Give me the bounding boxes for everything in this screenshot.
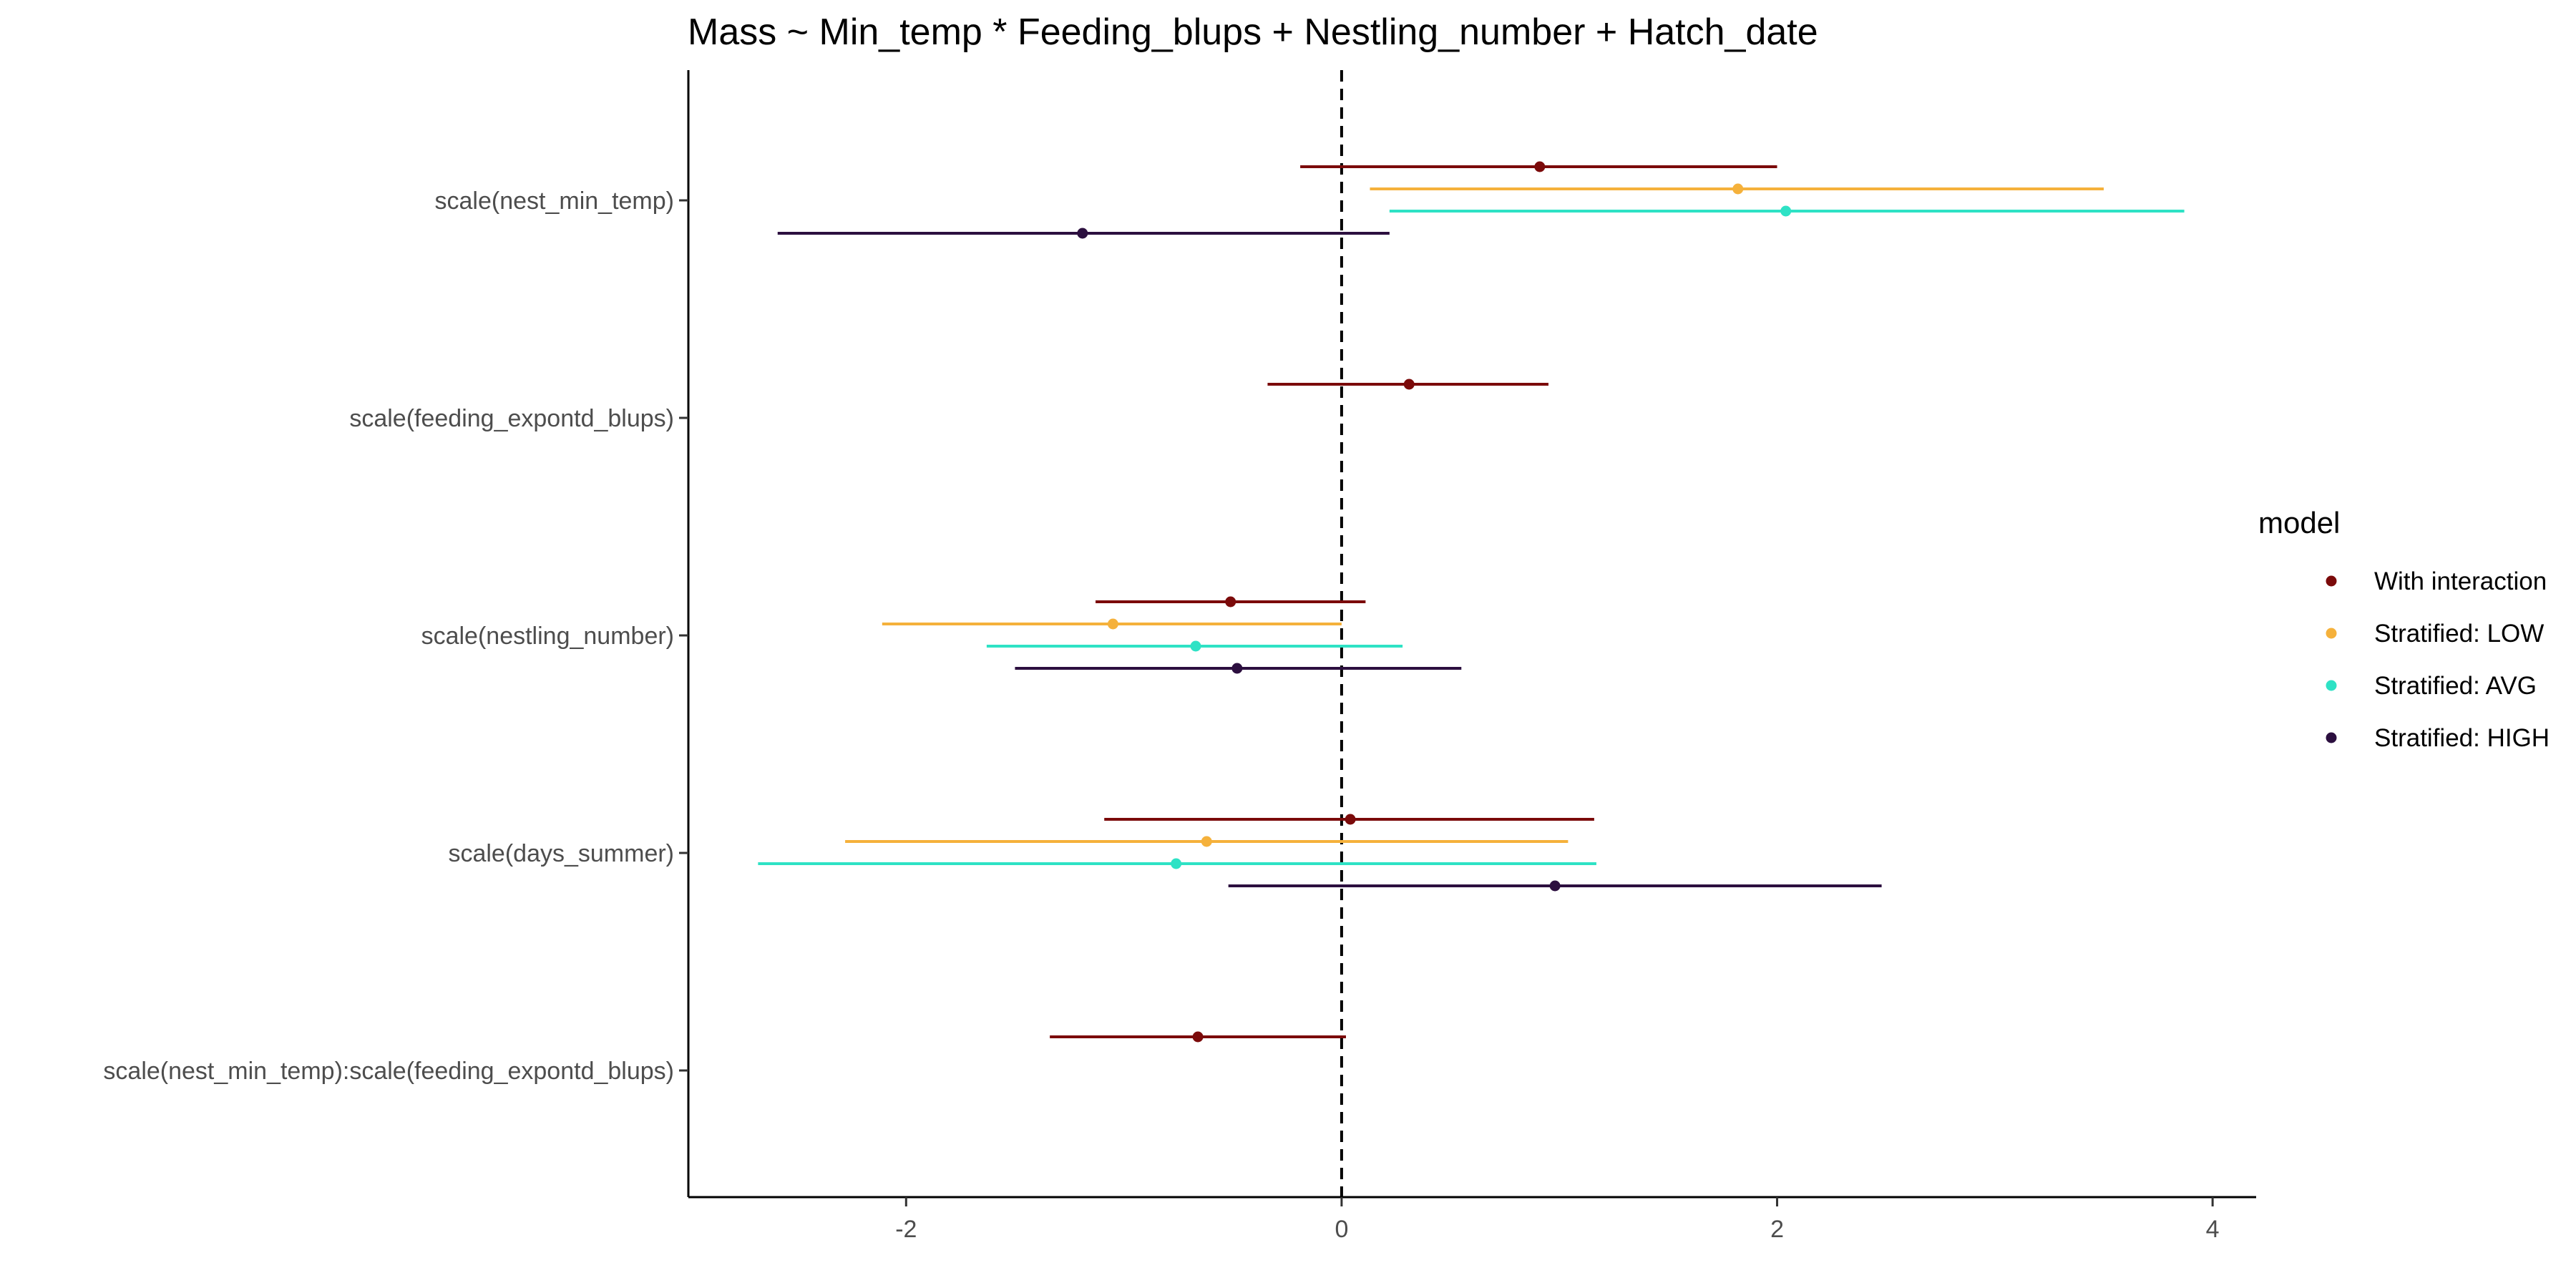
y-tick-label: scale(nest_min_temp) [435, 187, 674, 215]
legend-key [2326, 732, 2337, 743]
legend-title: model [2258, 506, 2340, 540]
legend: model With interaction Stratified: LOW Str… [2258, 506, 2550, 752]
legend-label: Stratified: HIGH [2374, 724, 2550, 752]
point-estimate [1192, 1031, 1204, 1043]
point-estimate [1190, 640, 1201, 652]
point-estimate [1201, 836, 1212, 847]
chart-title: Mass ~ Min_temp * Feeding_blups + Nestli… [688, 11, 1818, 53]
legend-label: With interaction [2374, 567, 2547, 595]
y-tick-label: scale(days_summer) [448, 840, 674, 867]
legend-key [2326, 628, 2337, 639]
point-estimate [1077, 228, 1088, 239]
x-tick-label: 2 [1770, 1216, 1784, 1243]
legend-key [2326, 575, 2337, 587]
point-estimate [1107, 618, 1118, 630]
point-estimate [1171, 858, 1182, 869]
x-tick-label: 4 [2206, 1216, 2220, 1243]
point-estimate [1231, 663, 1243, 674]
x-tick-label: -2 [895, 1216, 917, 1243]
y-tick-label: scale(nest_min_temp):scale(feeding_expon… [103, 1058, 674, 1085]
x-tick-label: 0 [1335, 1216, 1348, 1243]
legend-key [2326, 680, 2337, 691]
plot-area: -2 0 2 4 scale(nest_min_temp) scale(feeding_e… [103, 70, 2256, 1243]
legend-label: Stratified: AVG [2374, 672, 2537, 700]
point-estimate [1225, 596, 1236, 608]
point-estimate [1345, 814, 1356, 825]
y-tick-label: scale(nestling_number) [421, 623, 674, 650]
point-estimate [1732, 183, 1744, 195]
point-estimate [1403, 379, 1415, 390]
point-estimate [1534, 161, 1546, 172]
y-tick-label: scale(feeding_expontd_blups) [349, 405, 674, 432]
point-estimate [1549, 880, 1561, 892]
point-estimate [1780, 205, 1792, 217]
legend-label: Stratified: LOW [2374, 620, 2544, 648]
